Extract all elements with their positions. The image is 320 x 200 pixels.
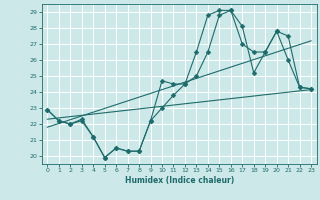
X-axis label: Humidex (Indice chaleur): Humidex (Indice chaleur) xyxy=(124,176,234,185)
